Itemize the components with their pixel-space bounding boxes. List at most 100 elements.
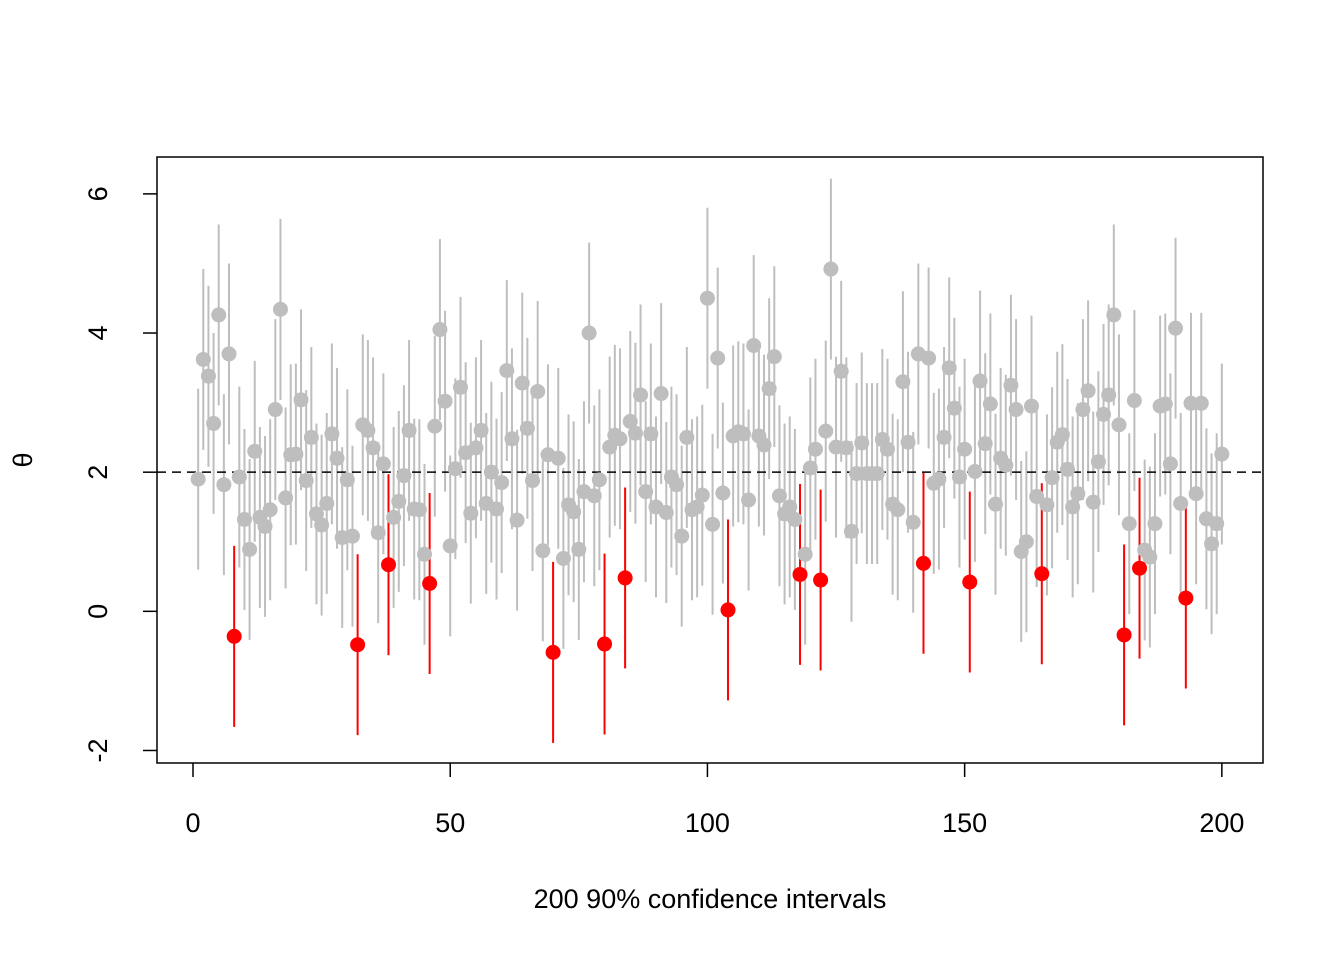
point [365, 440, 381, 456]
point [674, 528, 690, 544]
point [267, 402, 283, 418]
point [1054, 427, 1070, 443]
point [895, 374, 911, 390]
point [694, 487, 710, 503]
point [962, 574, 978, 590]
point [643, 426, 659, 442]
point [344, 528, 360, 544]
point [1168, 320, 1184, 336]
point [710, 350, 726, 366]
point [1024, 398, 1040, 414]
point [519, 420, 535, 436]
point [946, 400, 962, 416]
y-tick-label: 2 [83, 465, 113, 480]
point [555, 550, 571, 566]
point [638, 484, 654, 500]
point [705, 516, 721, 532]
point [761, 381, 777, 397]
point [411, 502, 427, 518]
point [1126, 393, 1142, 409]
point [818, 423, 834, 439]
point [380, 557, 396, 573]
point [1096, 406, 1112, 422]
point [633, 387, 649, 403]
point [1188, 486, 1204, 502]
point [360, 422, 376, 438]
x-tick-label: 150 [942, 808, 987, 838]
point [236, 511, 252, 527]
point [329, 450, 345, 466]
x-tick-label: 0 [185, 808, 200, 838]
point [586, 488, 602, 504]
point [257, 518, 273, 534]
point [211, 307, 227, 323]
point [627, 425, 643, 441]
x-tick-label: 50 [435, 808, 465, 838]
point [571, 541, 587, 557]
point [823, 261, 839, 277]
point [622, 413, 638, 429]
point [849, 466, 865, 482]
point [278, 490, 294, 506]
point [807, 441, 823, 457]
point [581, 325, 597, 341]
point [1132, 560, 1148, 576]
point [1183, 395, 1199, 411]
point [247, 443, 263, 459]
point [453, 379, 469, 395]
y-tick-label: 4 [83, 326, 113, 341]
point [921, 350, 937, 366]
point [427, 418, 443, 434]
point [339, 472, 355, 488]
point [437, 393, 453, 409]
point [303, 429, 319, 445]
point [535, 543, 551, 559]
point [463, 505, 479, 521]
point [494, 475, 510, 491]
point [843, 523, 859, 539]
point [792, 566, 808, 582]
point [890, 502, 906, 518]
point [375, 456, 391, 472]
point [1080, 383, 1096, 399]
point [1147, 516, 1163, 532]
point [854, 435, 870, 451]
point [1003, 377, 1019, 393]
point [936, 429, 952, 445]
point [447, 461, 463, 477]
point [1162, 456, 1178, 472]
point [746, 338, 762, 354]
y-tick-label: 6 [83, 186, 113, 201]
point [216, 477, 232, 493]
point [1116, 627, 1132, 643]
x-tick-label: 200 [1199, 808, 1244, 838]
point [905, 514, 921, 530]
point [1204, 536, 1220, 552]
point [869, 466, 885, 482]
y-tick-label: 0 [83, 604, 113, 619]
point [669, 477, 685, 493]
point [1090, 454, 1106, 470]
point [699, 290, 715, 306]
point [1111, 417, 1127, 433]
point [1173, 495, 1189, 511]
point [272, 301, 288, 317]
point [1039, 497, 1055, 513]
point [530, 383, 546, 399]
point [998, 457, 1014, 473]
point [231, 469, 247, 485]
point [1018, 534, 1034, 550]
x-tick-label: 100 [685, 808, 730, 838]
point [1209, 516, 1225, 532]
point [720, 602, 736, 618]
point [766, 349, 782, 365]
point [545, 644, 561, 660]
point [525, 473, 541, 489]
point [1044, 470, 1060, 486]
point [350, 637, 366, 653]
point [1065, 499, 1081, 515]
point [509, 512, 525, 528]
point [514, 375, 530, 391]
point [1060, 461, 1076, 477]
point [1070, 486, 1086, 502]
